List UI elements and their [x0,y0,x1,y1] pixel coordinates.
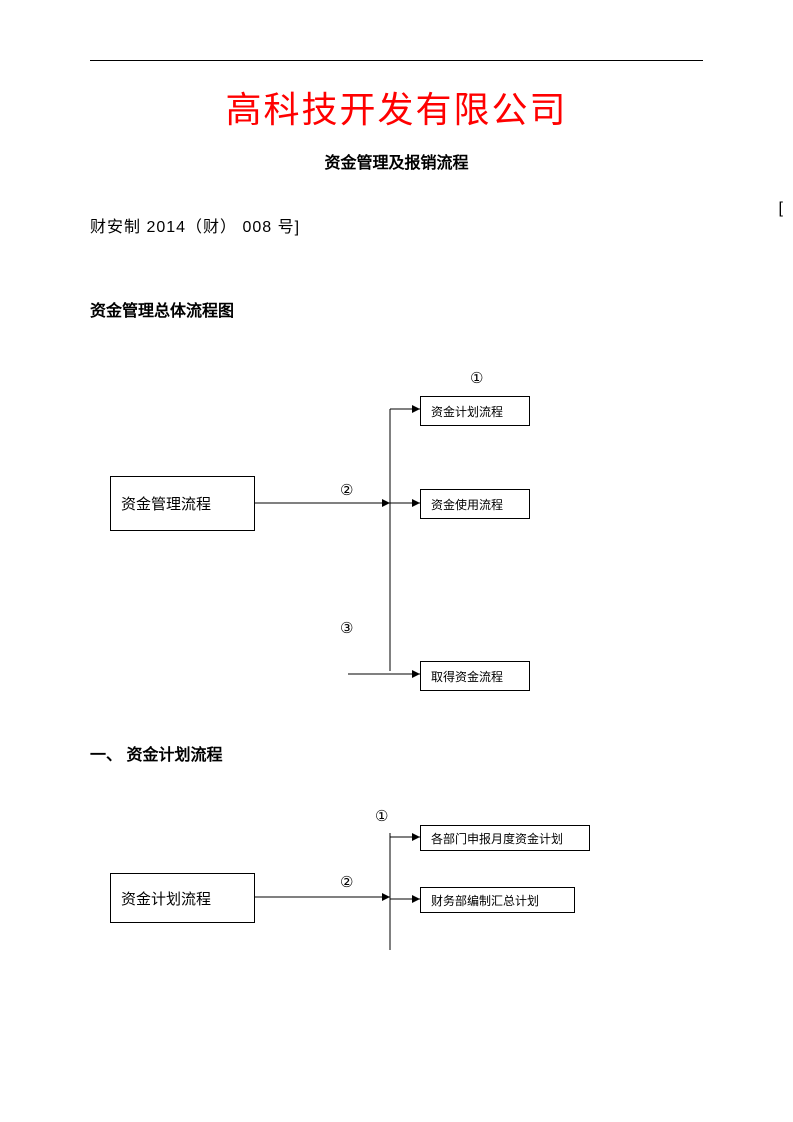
flowchart-overall: 资金管理流程 ① 资金计划流程 ② 资金使用流程 ③ 取得资金流程 [90,371,703,711]
flow-root-node: 资金管理流程 [110,476,255,531]
flow-branch-number: ① [470,369,483,387]
document-number: 财安制 2014（财） 008 号] [90,213,703,237]
flow-branch-node: 取得资金流程 [420,661,530,691]
flow-branch-node: 资金使用流程 [420,489,530,519]
flow-branch-node: 财务部编制汇总计划 [420,887,575,913]
flow-root-node: 资金计划流程 [110,873,255,923]
flowchart-plan: 资金计划流程①各部门申报月度资金计划②财务部编制汇总计划 [90,815,703,955]
section-heading-overall: 资金管理总体流程图 [90,297,703,321]
flow-branch-number: ② [340,873,353,891]
document-subtitle: 资金管理及报销流程 [90,149,703,173]
flow-branch-number: ③ [340,619,353,637]
doc-no-open-bracket: [ [779,200,783,218]
flow-branch-number: ① [375,807,388,825]
flow-branch-node: 资金计划流程 [420,396,530,426]
top-rule [90,60,703,61]
flow-branch-node: 各部门申报月度资金计划 [420,825,590,851]
flow-branch-number: ② [340,481,353,499]
company-title: 高科技开发有限公司 [90,81,703,133]
section-heading-plan: 一、 资金计划流程 [90,741,703,765]
